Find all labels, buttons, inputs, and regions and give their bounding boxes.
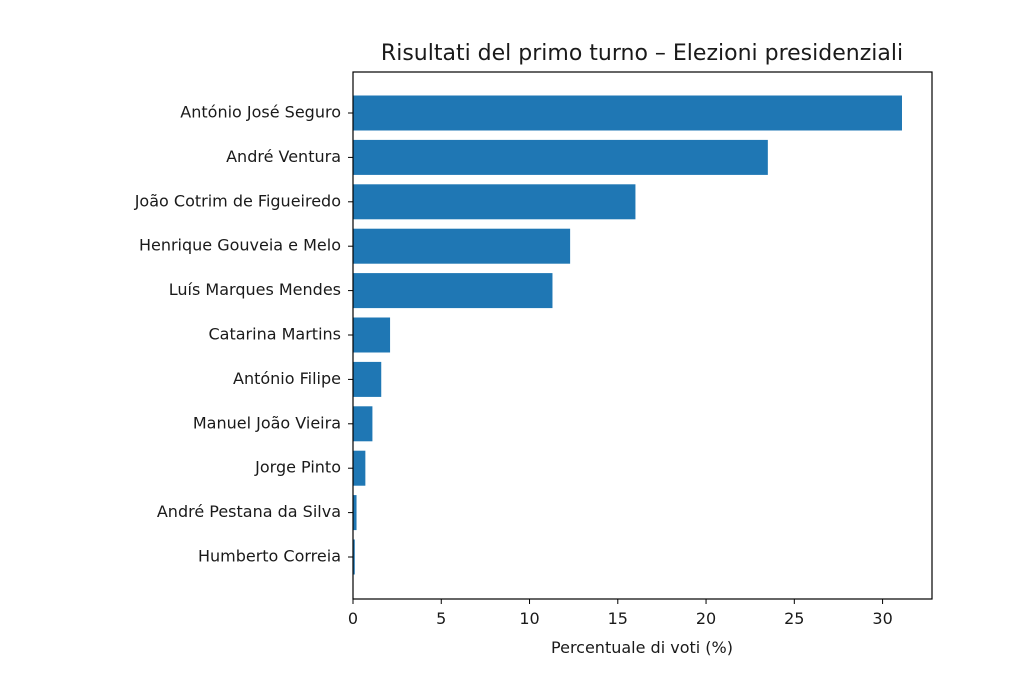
bar	[353, 273, 553, 309]
y-axis-ticks: António José Seguro André Ventura João Cot…	[134, 103, 353, 566]
y-tick-label: António José Seguro	[180, 103, 341, 122]
bar	[353, 317, 391, 353]
y-tick-label: André Pestana da Silva	[157, 502, 341, 521]
chart-title: Risultati del primo turno – Elezioni pre…	[381, 41, 903, 66]
bars-layer	[353, 95, 902, 575]
x-tick-label: 0	[348, 609, 358, 628]
bar	[353, 539, 355, 575]
y-tick-label: Catarina Martins	[209, 325, 342, 344]
bar	[353, 495, 357, 531]
x-tick-label: 15	[608, 609, 628, 628]
plot-frame	[352, 71, 933, 600]
x-tick-label: 30	[872, 609, 892, 628]
bar	[353, 228, 571, 264]
y-tick-label: Jorge Pinto	[254, 458, 341, 477]
x-axis-ticks: 0 5 10 15 20 25 30	[348, 599, 893, 628]
x-tick-label: 10	[519, 609, 539, 628]
y-tick-label: Luís Marques Mendes	[169, 280, 341, 299]
y-tick-label: António Filipe	[233, 369, 341, 388]
x-tick-label: 25	[784, 609, 804, 628]
bar	[353, 184, 636, 220]
y-tick-label: André Ventura	[226, 147, 341, 166]
y-tick-label: Humberto Correia	[198, 547, 341, 566]
x-tick-label: 5	[436, 609, 446, 628]
y-tick-label: João Cotrim de Figueiredo	[134, 191, 341, 210]
bar	[353, 139, 768, 175]
y-tick-label: Manuel João Vieira	[193, 413, 341, 432]
x-tick-label: 20	[696, 609, 716, 628]
y-tick-label: Henrique Gouveia e Melo	[139, 236, 341, 255]
bar	[353, 406, 373, 442]
bar	[353, 450, 366, 486]
bar	[353, 361, 382, 397]
x-axis-label: Percentuale di voti (%)	[551, 638, 733, 657]
bar	[353, 95, 902, 131]
